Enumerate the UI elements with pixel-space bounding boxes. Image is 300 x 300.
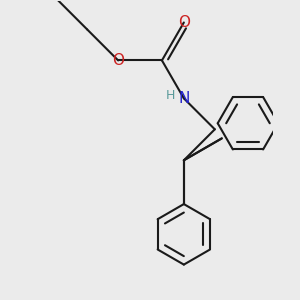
Text: H: H — [166, 89, 175, 103]
Text: N: N — [178, 91, 190, 106]
Text: O: O — [178, 15, 190, 30]
Text: O: O — [112, 53, 124, 68]
